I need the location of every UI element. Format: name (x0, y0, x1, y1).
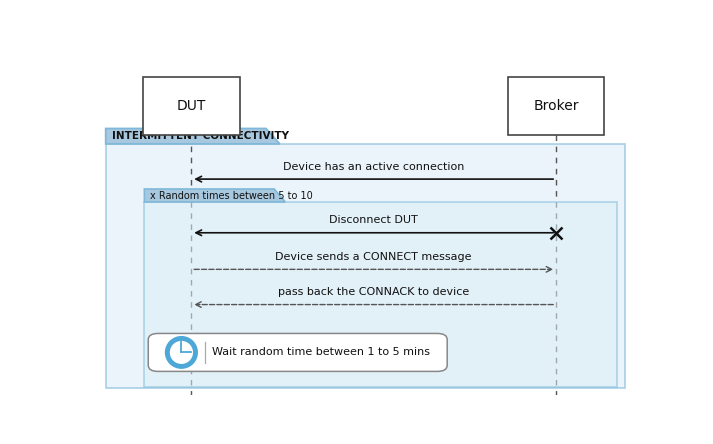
FancyBboxPatch shape (143, 77, 240, 135)
Text: x Random times between 5 to 10: x Random times between 5 to 10 (150, 190, 313, 201)
FancyBboxPatch shape (148, 333, 447, 371)
Text: Wait random time between 1 to 5 mins: Wait random time between 1 to 5 mins (212, 347, 431, 357)
Ellipse shape (165, 336, 198, 369)
FancyBboxPatch shape (508, 77, 605, 135)
Text: INTERMITTENT CONNECTIVITY: INTERMITTENT CONNECTIVITY (113, 131, 289, 141)
Text: Device has an active connection: Device has an active connection (283, 162, 464, 171)
Polygon shape (144, 189, 285, 202)
Polygon shape (106, 128, 279, 144)
Text: DUT: DUT (177, 99, 206, 113)
Text: Broker: Broker (533, 99, 579, 113)
Ellipse shape (170, 341, 193, 364)
FancyBboxPatch shape (144, 202, 617, 387)
Text: pass back the CONNACK to device: pass back the CONNACK to device (278, 287, 469, 297)
Text: Disconnect DUT: Disconnect DUT (329, 215, 418, 225)
FancyBboxPatch shape (106, 144, 625, 388)
Text: Device sends a CONNECT message: Device sends a CONNECT message (275, 252, 472, 262)
